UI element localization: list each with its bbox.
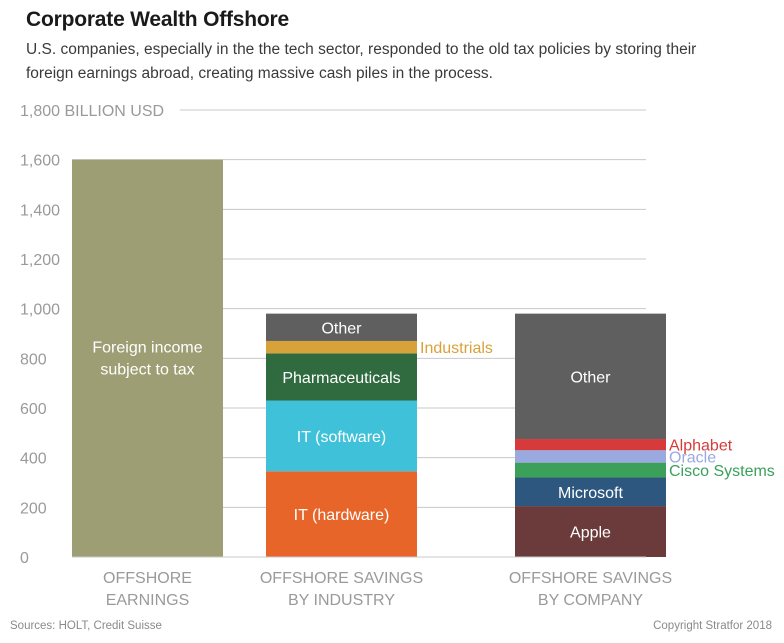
bar-segment — [72, 159, 223, 557]
bar-segment — [266, 340, 417, 354]
bar-segment — [515, 450, 666, 463]
segment-label: Other — [321, 320, 362, 337]
y-tick-label: 1,200 — [20, 252, 60, 269]
segment-label: Other — [570, 369, 611, 386]
bar-segment — [515, 506, 666, 557]
y-tick-label: 0 — [20, 550, 29, 567]
bar-segment — [266, 313, 417, 341]
y-tick-label: 1,600 — [20, 153, 60, 170]
y-tick-label: 1,000 — [20, 302, 60, 319]
segment-label: Alphabet — [669, 438, 733, 455]
source-note: Sources: HOLT, Credit Suisse — [10, 620, 162, 632]
segment-label: Oracle — [669, 449, 716, 466]
category-label: BY INDUSTRY — [288, 592, 395, 609]
segment-label: Pharmaceuticals — [282, 370, 400, 387]
category-label: OFFSHORE SAVINGS — [509, 570, 672, 587]
segment-label: Industrials — [420, 340, 493, 357]
segment-label: IT (software) — [297, 429, 387, 446]
bar-segment — [515, 313, 666, 440]
bar-segment — [266, 471, 417, 557]
y-tick-label: 400 — [20, 451, 47, 468]
category-label: BY COMPANY — [538, 592, 644, 609]
bar-segment — [515, 462, 666, 478]
segment-label: IT (hardware) — [294, 507, 390, 524]
segment-label: Cisco Systems — [669, 463, 775, 480]
segment-label: Foreign income — [92, 340, 202, 357]
chart-title: Corporate Wealth Offshore — [26, 8, 289, 31]
category-label: OFFSHORE — [103, 570, 192, 587]
segment-label: Apple — [570, 525, 611, 542]
chart-subtitle: U.S. companies, especially in the the te… — [26, 41, 697, 82]
category-label: EARNINGS — [106, 592, 190, 609]
y-tick-label: 1,400 — [20, 202, 60, 219]
bar-segment — [266, 400, 417, 472]
category-label: OFFSHORE SAVINGS — [260, 570, 423, 587]
y-tick-label: 600 — [20, 401, 47, 418]
copyright-note: Copyright Stratfor 2018 — [653, 620, 772, 632]
bar-segment — [515, 477, 666, 507]
segment-label: subject to tax — [100, 362, 194, 379]
bar-segment — [515, 439, 666, 451]
bar-segment — [266, 353, 417, 401]
y-tick-label: 800 — [20, 351, 47, 368]
y-tick-label: 1,800 BILLION USD — [20, 103, 164, 120]
segment-label: Microsoft — [558, 485, 623, 502]
y-tick-label: 200 — [20, 500, 47, 517]
